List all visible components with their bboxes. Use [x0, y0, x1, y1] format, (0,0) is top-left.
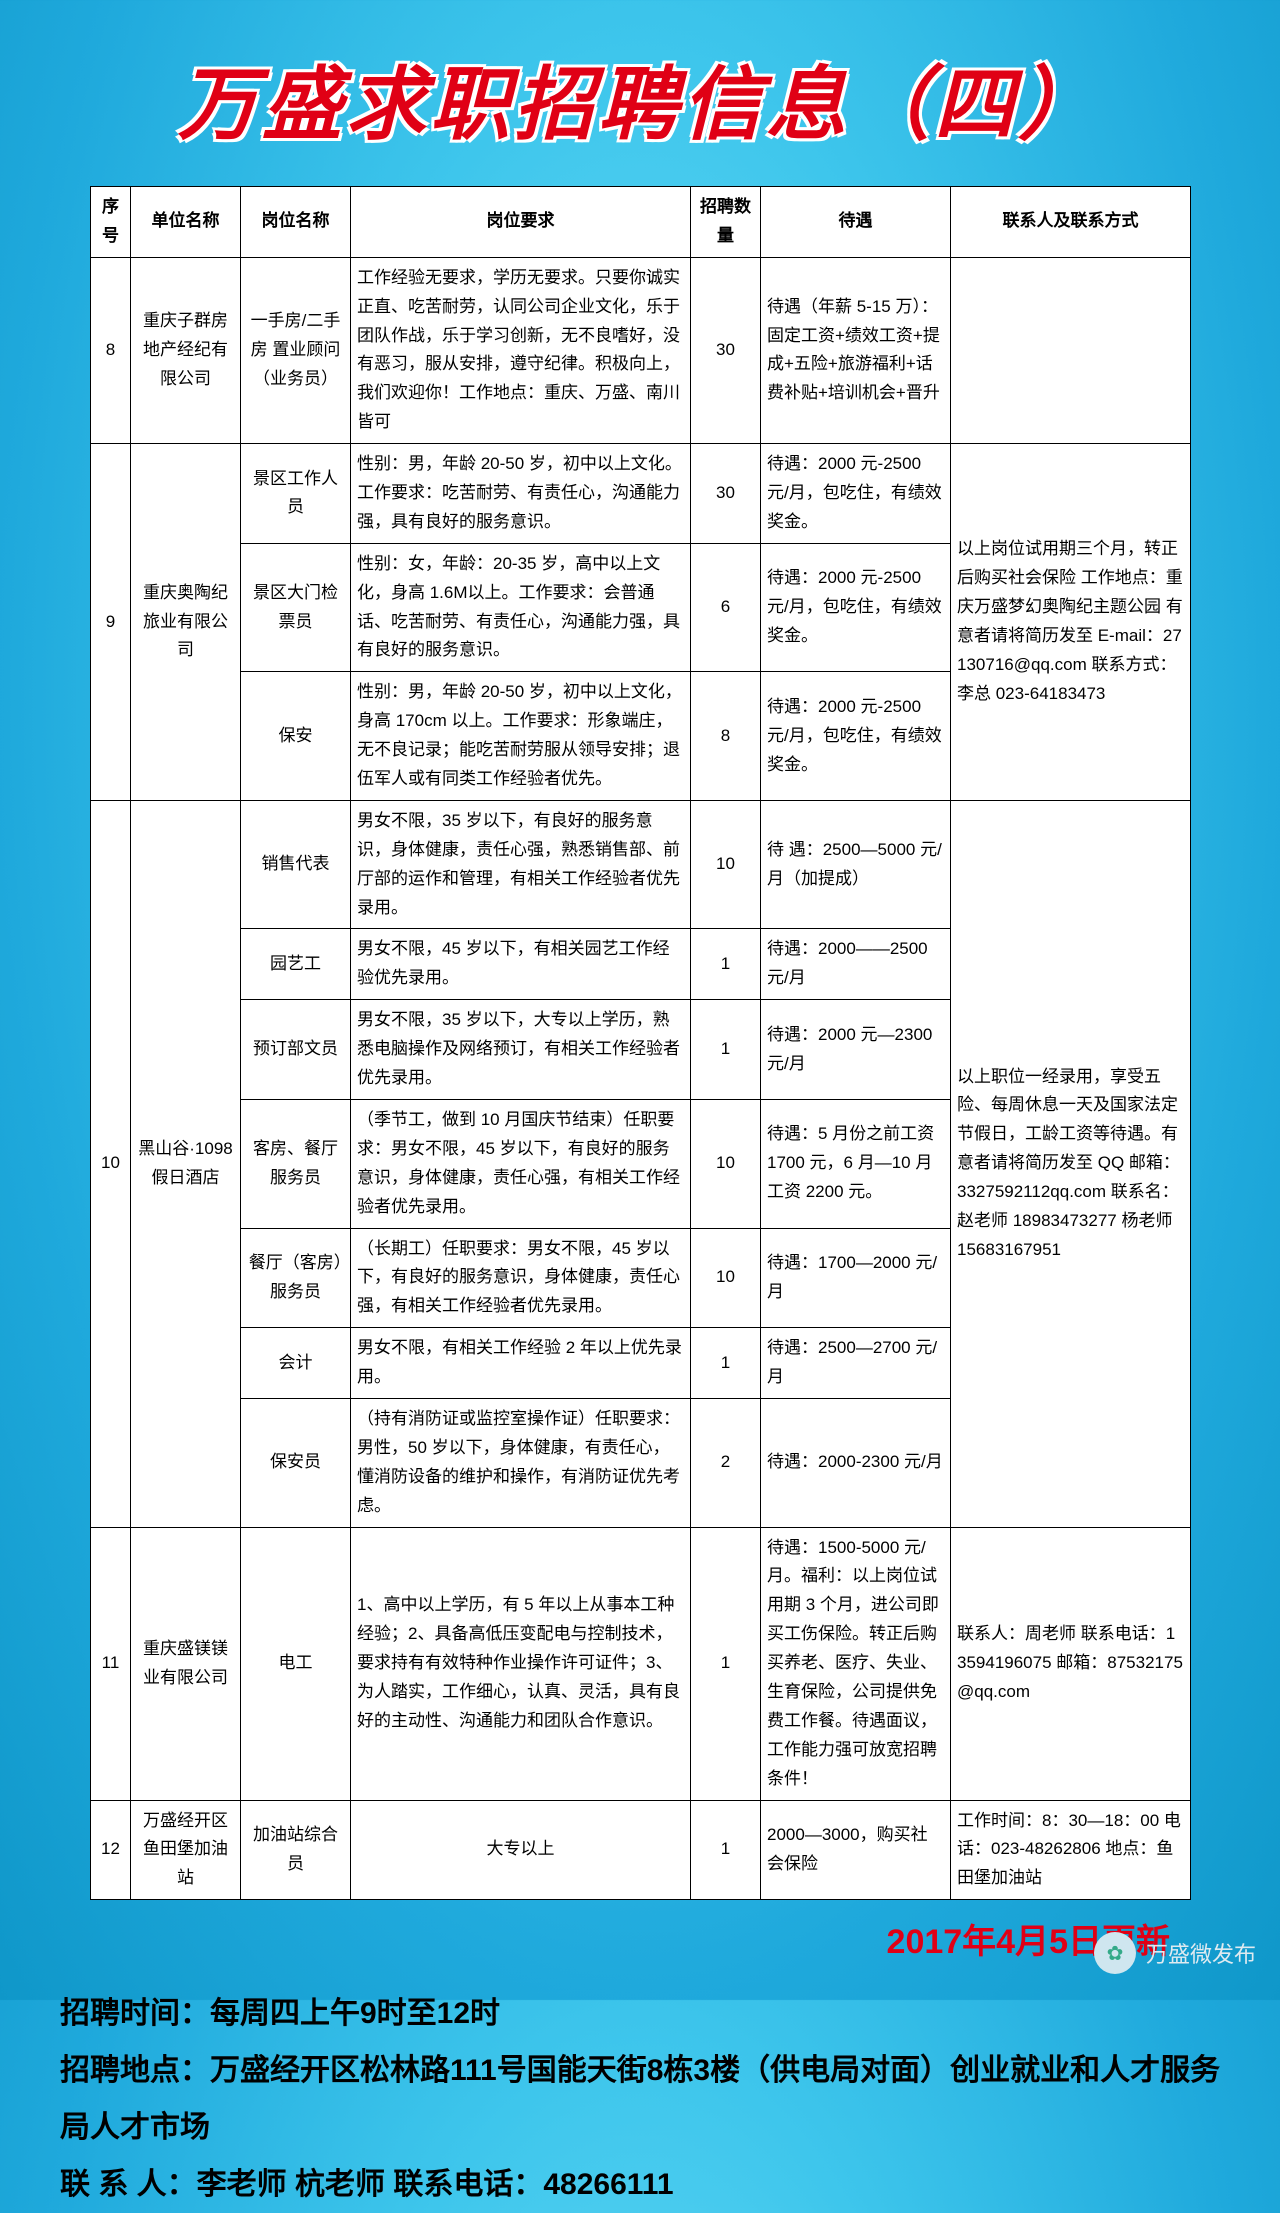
cell-qty: 30 — [691, 257, 761, 443]
footer-time: 招聘时间：每周四上午9时至12时 — [60, 1985, 1240, 2042]
watermark: ✿ 万盛微发布 — [1094, 1932, 1256, 1974]
watermark-text: 万盛微发布 — [1146, 1937, 1256, 1969]
th-pay: 待遇 — [761, 187, 951, 258]
watermark-avatar-icon: ✿ — [1094, 1932, 1136, 1974]
cell-pay: 待遇：1500-5000 元/月。福利：以上岗位试用期 3 个月，进公司即买工伤… — [761, 1527, 951, 1800]
th-requirement: 岗位要求 — [351, 187, 691, 258]
cell-qty: 1 — [691, 1328, 761, 1399]
update-date: 2017年4月5日更新 — [90, 1914, 1190, 1963]
cell-position: 保安员 — [241, 1398, 351, 1527]
cell-position: 餐厅（客房）服务员 — [241, 1228, 351, 1328]
cell-position: 预订部文员 — [241, 1000, 351, 1100]
cell-pay: 待遇：2500—2700 元/月 — [761, 1328, 951, 1399]
cell-req: （季节工，做到 10 月国庆节结束）任职要求：男女不限，45 岁以下，有良好的服… — [351, 1099, 691, 1228]
cell-pay: 待遇（年薪 5-15 万）：固定工资+绩效工资+提成+五险+旅游福利+话费补贴+… — [761, 257, 951, 443]
table-header-row: 序号 单位名称 岗位名称 岗位要求 招聘数量 待遇 联系人及联系方式 — [91, 187, 1191, 258]
table-row: 8 重庆子群房地产经纪有限公司 一手房/二手房 置业顾问（业务员） 工作经验无要… — [91, 257, 1191, 443]
cell-position: 园艺工 — [241, 929, 351, 1000]
cell-seq: 11 — [91, 1527, 131, 1800]
cell-qty: 10 — [691, 1099, 761, 1228]
cell-req: 大专以上 — [351, 1800, 691, 1900]
cell-req: （持有消防证或监控室操作证）任职要求：男性，50 岁以下，身体健康，有责任心，懂… — [351, 1398, 691, 1527]
table-row: 12 万盛经开区鱼田堡加油站 加油站综合员 大专以上 1 2000—3000，购… — [91, 1800, 1191, 1900]
cell-position: 景区工作人员 — [241, 444, 351, 544]
cell-seq: 10 — [91, 800, 131, 1527]
th-company: 单位名称 — [131, 187, 241, 258]
cell-req: 男女不限，45 岁以下，有相关园艺工作经验优先录用。 — [351, 929, 691, 1000]
cell-pay: 待遇：2000-2300 元/月 — [761, 1398, 951, 1527]
cell-req: 性别：女，年龄：20-35 岁，高中以上文化，身高 1.6M以上。工作要求：会普… — [351, 543, 691, 672]
cell-req: 男女不限，35 岁以下，大专以上学历，熟悉电脑操作及网络预订，有相关工作经验者优… — [351, 1000, 691, 1100]
th-seq: 序号 — [91, 187, 131, 258]
cell-qty: 6 — [691, 543, 761, 672]
cell-qty: 30 — [691, 444, 761, 544]
cell-req: 1、高中以上学历，有 5 年以上从事本工种经验；2、具备高低压变配电与控制技术，… — [351, 1527, 691, 1800]
cell-company: 万盛经开区鱼田堡加油站 — [131, 1800, 241, 1900]
cell-contact — [951, 257, 1191, 443]
cell-pay: 待遇：2000——2500 元/月 — [761, 929, 951, 1000]
cell-contact: 以上职位一经录用，享受五险、每周休息一天及国家法定节假日，工龄工资等待遇。有意者… — [951, 800, 1191, 1527]
cell-contact: 联系人：周老师 联系电话：13594196075 邮箱：87532175@qq.… — [951, 1527, 1191, 1800]
footer-contact: 联 系 人：李老师 杭老师 联系电话：48266111 — [60, 2156, 1240, 2213]
cell-req: 性别：男，年龄 20-50 岁，初中以上文化。工作要求：吃苦耐劳、有责任心，沟通… — [351, 444, 691, 544]
cell-position: 电工 — [241, 1527, 351, 1800]
cell-company: 黑山谷·1098 假日酒店 — [131, 800, 241, 1527]
cell-position: 保安 — [241, 672, 351, 801]
table-wrap: 序号 单位名称 岗位名称 岗位要求 招聘数量 待遇 联系人及联系方式 8 重庆子… — [90, 186, 1190, 1900]
cell-contact: 以上岗位试用期三个月，转正后购买社会保险 工作地点：重庆万盛梦幻奥陶纪主题公园 … — [951, 444, 1191, 801]
cell-qty: 2 — [691, 1398, 761, 1527]
cell-position: 景区大门检票员 — [241, 543, 351, 672]
cell-company: 重庆盛镁镁业有限公司 — [131, 1527, 241, 1800]
cell-req: 性别：男，年龄 20-50 岁，初中以上文化，身高 170cm 以上。工作要求：… — [351, 672, 691, 801]
cell-company: 重庆奥陶纪旅业有限公司 — [131, 444, 241, 801]
cell-pay: 2000—3000，购买社会保险 — [761, 1800, 951, 1900]
table-row: 11 重庆盛镁镁业有限公司 电工 1、高中以上学历，有 5 年以上从事本工种经验… — [91, 1527, 1191, 1800]
cell-pay: 待遇：5 月份之前工资 1700 元，6 月—10 月工资 2200 元。 — [761, 1099, 951, 1228]
th-position: 岗位名称 — [241, 187, 351, 258]
footer-address: 招聘地点：万盛经开区松林路111号国能天街8栋3楼（供电局对面）创业就业和人才服… — [60, 2042, 1240, 2156]
cell-position: 加油站综合员 — [241, 1800, 351, 1900]
jobs-table: 序号 单位名称 岗位名称 岗位要求 招聘数量 待遇 联系人及联系方式 8 重庆子… — [90, 186, 1191, 1900]
cell-qty: 10 — [691, 800, 761, 929]
cell-position: 销售代表 — [241, 800, 351, 929]
cell-contact: 工作时间：8：30—18：00 电话：023-48262806 地点：鱼田堡加油… — [951, 1800, 1191, 1900]
cell-req: 男女不限，35 岁以下，有良好的服务意识，身体健康，责任心强，熟悉销售部、前厅部… — [351, 800, 691, 929]
cell-seq: 9 — [91, 444, 131, 801]
cell-qty: 1 — [691, 1800, 761, 1900]
cell-req: 工作经验无要求，学历无要求。只要你诚实正直、吃苦耐劳，认同公司企业文化，乐于团队… — [351, 257, 691, 443]
cell-pay: 待遇：1700—2000 元/月 — [761, 1228, 951, 1328]
cell-qty: 8 — [691, 672, 761, 801]
cell-qty: 1 — [691, 929, 761, 1000]
cell-seq: 8 — [91, 257, 131, 443]
cell-pay: 待遇：2000 元-2500 元/月，包吃住，有绩效奖金。 — [761, 543, 951, 672]
cell-pay: 待遇：2000 元-2500 元/月，包吃住，有绩效奖金。 — [761, 672, 951, 801]
th-qty: 招聘数量 — [691, 187, 761, 258]
footer-info: 招聘时间：每周四上午9时至12时 招聘地点：万盛经开区松林路111号国能天街8栋… — [60, 1985, 1240, 2213]
table-row: 9 重庆奥陶纪旅业有限公司 景区工作人员 性别：男，年龄 20-50 岁，初中以… — [91, 444, 1191, 544]
cell-position: 客房、餐厅服务员 — [241, 1099, 351, 1228]
cell-position: 会计 — [241, 1328, 351, 1399]
table-row: 10 黑山谷·1098 假日酒店 销售代表 男女不限，35 岁以下，有良好的服务… — [91, 800, 1191, 929]
cell-seq: 12 — [91, 1800, 131, 1900]
cell-req: 男女不限，有相关工作经验 2 年以上优先录用。 — [351, 1328, 691, 1399]
cell-qty: 1 — [691, 1000, 761, 1100]
cell-pay: 待遇：2000 元-2500 元/月，包吃住，有绩效奖金。 — [761, 444, 951, 544]
cell-company: 重庆子群房地产经纪有限公司 — [131, 257, 241, 443]
cell-pay: 待 遇：2500—5000 元/月（加提成） — [761, 800, 951, 929]
cell-pay: 待遇：2000 元—2300 元/月 — [761, 1000, 951, 1100]
th-contact: 联系人及联系方式 — [951, 187, 1191, 258]
cell-position: 一手房/二手房 置业顾问（业务员） — [241, 257, 351, 443]
cell-qty: 1 — [691, 1527, 761, 1800]
cell-qty: 10 — [691, 1228, 761, 1328]
page-title: 万盛求职招聘信息（四） — [0, 0, 1280, 186]
cell-req: （长期工）任职要求：男女不限，45 岁以下，有良好的服务意识，身体健康，责任心强… — [351, 1228, 691, 1328]
